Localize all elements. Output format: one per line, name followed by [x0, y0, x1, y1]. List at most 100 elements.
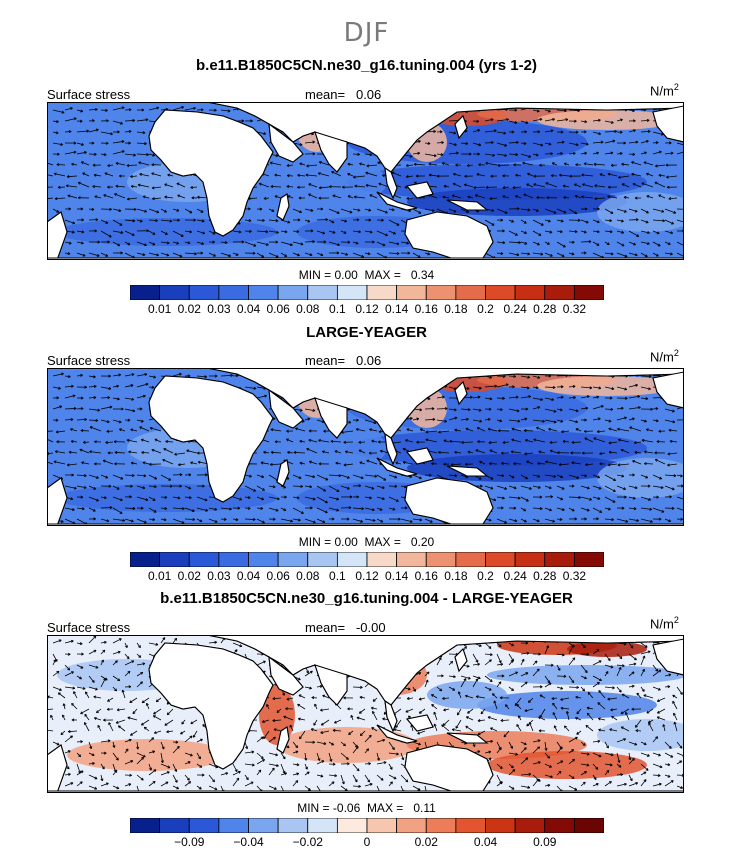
wind-vector-head	[229, 507, 232, 510]
wind-vector-head	[646, 220, 649, 223]
wind-vector-head	[284, 508, 287, 511]
wind-vector-head	[307, 219, 311, 223]
wind-vector	[549, 441, 558, 443]
wind-vector-head	[502, 229, 505, 232]
wind-vector-head	[636, 518, 639, 522]
wind-vector-head	[619, 152, 623, 154]
wind-vector	[632, 183, 642, 188]
wind-vector-head	[71, 473, 74, 476]
wind-vector	[640, 230, 650, 234]
wind-vector	[641, 182, 654, 188]
wind-vector	[448, 386, 457, 390]
wind-vector	[154, 438, 162, 443]
wind-vector-head	[357, 208, 361, 211]
wind-vector-head	[512, 643, 514, 646]
wind-vector-head	[633, 242, 636, 246]
wind-vector	[52, 120, 59, 123]
wind-vector-head	[536, 427, 539, 430]
wind-vector	[580, 120, 587, 123]
wind-vector-head	[299, 163, 302, 166]
wind-vector-head	[598, 386, 602, 389]
wind-vector-head	[607, 195, 610, 199]
wind-vector	[76, 142, 84, 146]
wind-vector-head	[625, 519, 629, 522]
wind-vector	[126, 439, 138, 443]
wind-vector-head	[574, 183, 577, 187]
wind-vector-head	[584, 431, 587, 433]
wind-vector-head	[80, 161, 84, 165]
wind-vector	[544, 252, 553, 257]
wind-vector-head	[142, 461, 145, 465]
wind-vector-head	[378, 431, 382, 434]
wind-vector-head	[635, 140, 639, 143]
wind-vector	[592, 230, 600, 233]
wind-vector-head	[122, 518, 126, 522]
wind-vector-head	[55, 431, 59, 434]
wind-vector	[112, 140, 125, 144]
wind-vector	[640, 119, 650, 122]
wind-vector	[585, 463, 594, 466]
wind-vector-head	[501, 474, 505, 477]
land-mask	[384, 166, 398, 200]
wind-vector	[71, 440, 78, 443]
wind-vector-head	[360, 519, 363, 523]
wind-vector-head	[597, 230, 600, 233]
wind-vector-head	[104, 153, 107, 156]
wind-vector	[536, 197, 546, 199]
wind-vector-head	[143, 474, 147, 477]
wind-vector-head	[584, 418, 587, 421]
wind-vector-head	[641, 439, 645, 442]
wind-vector	[580, 219, 589, 223]
wind-vector-head	[130, 384, 134, 386]
wind-vector	[451, 463, 462, 466]
wind-vector-head	[442, 196, 445, 199]
wind-vector	[64, 219, 75, 224]
wind-vector-head	[440, 152, 444, 156]
colorbar-tick-label: 0.01	[147, 569, 172, 583]
wind-vector-head	[526, 461, 529, 464]
colorbar-box	[218, 285, 249, 300]
wind-vector-head	[654, 452, 657, 455]
wind-vector	[364, 507, 375, 511]
wind-vector	[388, 496, 399, 502]
wind-vector	[112, 651, 121, 655]
colorbar-tick-label: 0.2	[477, 302, 494, 316]
wind-vector-head	[407, 251, 411, 254]
wind-vector	[592, 141, 604, 144]
wind-vector	[607, 195, 618, 199]
wind-vector	[544, 230, 553, 233]
wind-vector	[328, 474, 341, 477]
wind-vector	[640, 375, 652, 378]
wind-vector	[544, 474, 556, 477]
wind-vector	[244, 230, 252, 232]
wind-vector-head	[502, 396, 505, 399]
wind-vector-head	[661, 485, 664, 489]
wind-vector-head	[589, 386, 593, 389]
wind-vector	[467, 164, 474, 167]
wind-vector-head	[377, 441, 381, 444]
wind-vector	[124, 518, 134, 522]
wind-vector-head	[105, 141, 109, 144]
wind-vector-head	[477, 441, 480, 444]
wind-vector	[112, 107, 125, 111]
wind-vector-head	[306, 448, 309, 451]
wind-vector-head	[241, 119, 245, 122]
wind-vector	[508, 396, 519, 399]
wind-vector-head	[557, 452, 560, 455]
colorbar-tick-label: 0.28	[533, 569, 557, 583]
wind-vector-head	[140, 439, 144, 442]
wind-vector-head	[214, 108, 217, 111]
colorbar-box	[573, 285, 604, 300]
wind-vector-head	[248, 207, 251, 210]
wind-vector-head	[620, 449, 623, 452]
wind-vector-head	[406, 428, 409, 432]
wind-vector	[304, 408, 316, 412]
wind-vector-head	[368, 208, 372, 211]
wind-vector	[616, 252, 628, 258]
wind-vector-head	[118, 243, 121, 246]
wind-vector-head	[552, 385, 556, 388]
wind-vector	[100, 219, 109, 224]
wind-vector-head	[485, 187, 489, 189]
wind-vector-head	[382, 174, 385, 178]
panel-2-units: N/m2	[650, 348, 679, 365]
